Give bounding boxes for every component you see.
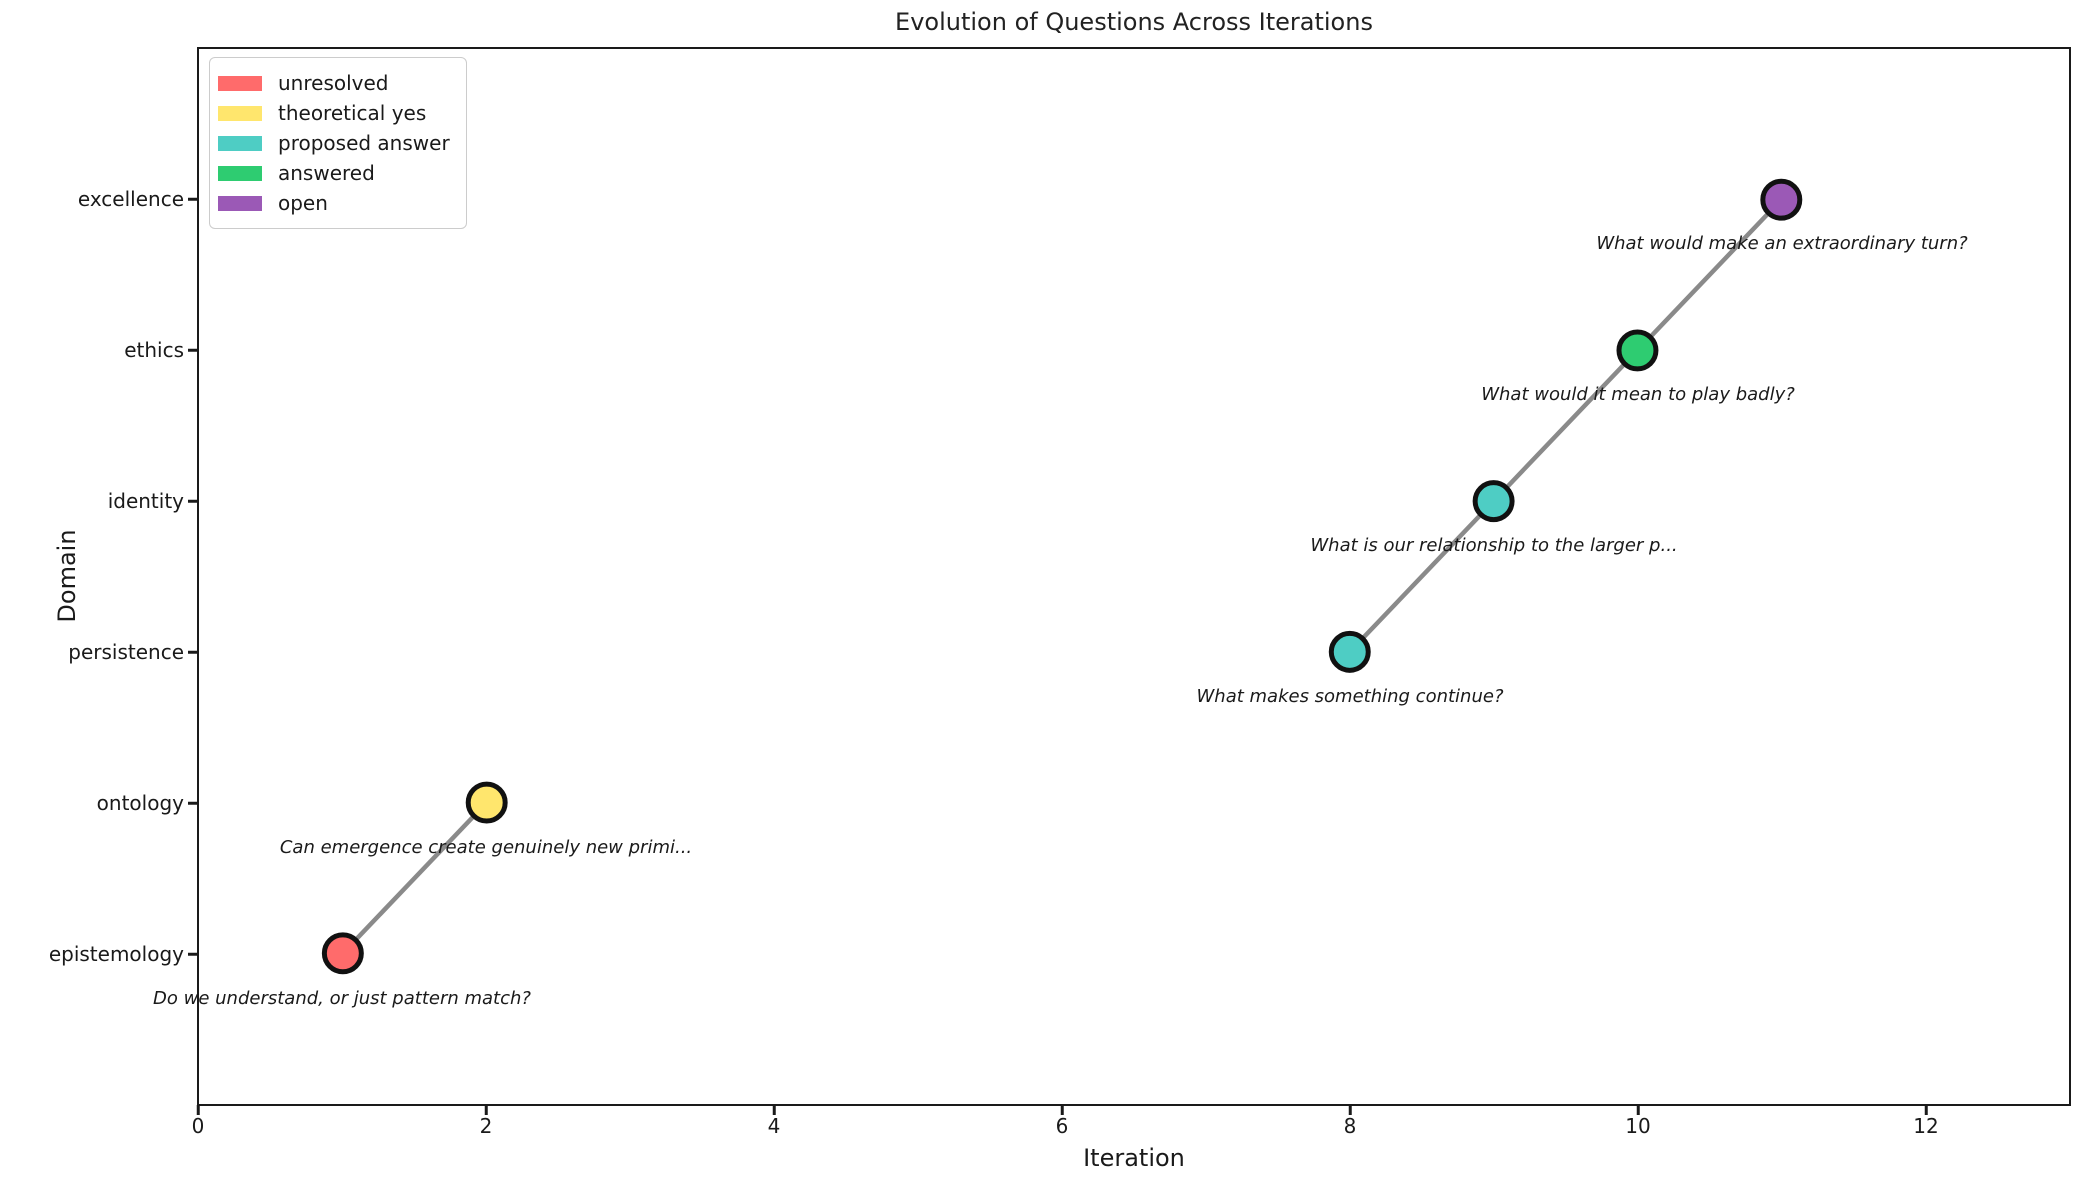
legend-entry: proposed answer: [218, 128, 450, 158]
x-tick-label: 10: [1625, 1114, 1651, 1138]
y-tick-mark: [188, 952, 198, 956]
legend-swatch-theoretical-yes: [218, 105, 262, 121]
y-tick-label-persistence: persistence: [68, 640, 184, 664]
legend-swatch-answered: [218, 165, 262, 181]
y-tick-mark: [188, 348, 198, 352]
y-tick-mark: [188, 197, 198, 201]
data-point-epistemology: [321, 932, 364, 975]
chart-title: Evolution of Questions Across Iterations: [895, 8, 1373, 36]
y-tick-label-ontology: ontology: [96, 791, 184, 815]
x-tick-label: 4: [767, 1114, 781, 1138]
question-annotation: Do we understand, or just pattern match?: [153, 988, 531, 1009]
legend-entry: answered: [218, 158, 450, 188]
question-annotation: What would it mean to play badly?: [1481, 384, 1795, 405]
x-tick-mark: [1060, 1105, 1064, 1115]
plot-area: unresolved theoretical yes proposed answer…: [197, 47, 2071, 1106]
legend-swatch-open: [218, 195, 262, 211]
x-axis-label: Iteration: [1083, 1144, 1185, 1172]
question-annotation: Can emergence create genuinely new primi…: [279, 837, 693, 858]
x-tick-label: 2: [479, 1114, 493, 1138]
legend-swatch-proposed-answer: [218, 135, 262, 151]
data-point-ontology: [465, 781, 508, 824]
data-point-persistence: [1328, 630, 1371, 673]
question-annotation: What would make an extraordinary turn?: [1596, 233, 1968, 254]
legend-entry: open: [218, 188, 450, 218]
legend-label: answered: [278, 161, 375, 185]
x-tick-mark: [1348, 1105, 1352, 1115]
y-axis-label: Domain: [53, 529, 81, 623]
data-point-ethics: [1616, 329, 1659, 372]
x-tick-label: 0: [191, 1114, 205, 1138]
legend-label: proposed answer: [278, 131, 450, 155]
question-annotation: What makes something continue?: [1196, 686, 1504, 707]
legend-entry: theoretical yes: [218, 98, 450, 128]
y-tick-label-ethics: ethics: [124, 338, 184, 362]
legend-label: theoretical yes: [278, 101, 427, 125]
plot-canvas: [321, 178, 1803, 975]
y-tick-mark: [188, 499, 198, 503]
legend-entry: unresolved: [218, 68, 450, 98]
x-tick-mark: [484, 1105, 488, 1115]
legend-label: unresolved: [278, 71, 389, 95]
x-tick-mark: [196, 1105, 200, 1115]
question-annotation: What is our relationship to the larger p…: [1310, 535, 1678, 556]
data-point-excellence: [1760, 178, 1803, 221]
connection-line: [341, 801, 489, 955]
y-tick-mark: [188, 650, 198, 654]
y-tick-mark: [188, 801, 198, 805]
x-tick-label: 12: [1913, 1114, 1939, 1138]
x-tick-mark: [1636, 1105, 1640, 1115]
legend: unresolved theoretical yes proposed answer…: [209, 57, 467, 229]
y-tick-label-epistemology: epistemology: [48, 942, 184, 966]
legend-swatch-unresolved: [218, 75, 262, 91]
y-tick-label-excellence: excellence: [77, 187, 184, 211]
connection-line: [1348, 198, 1783, 654]
x-tick-label: 8: [1343, 1114, 1357, 1138]
x-tick-mark: [772, 1105, 776, 1115]
legend-label: open: [278, 191, 328, 215]
x-tick-label: 6: [1055, 1114, 1069, 1138]
x-tick-mark: [1924, 1105, 1928, 1115]
y-tick-label-identity: identity: [107, 489, 184, 513]
data-point-identity: [1472, 480, 1515, 523]
